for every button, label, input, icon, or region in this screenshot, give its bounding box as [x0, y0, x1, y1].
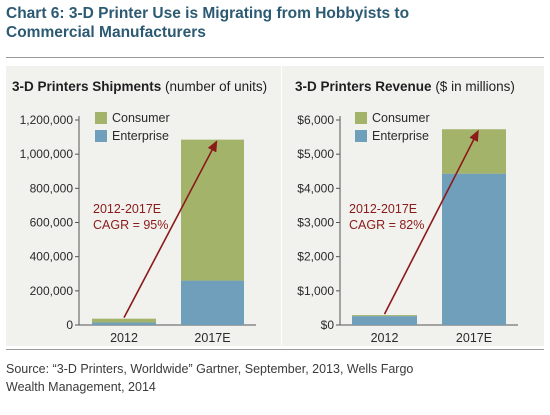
right-panel-title-unit: ($ in millions) [431, 79, 515, 94]
revenue-bar-consumer-2012 [352, 315, 417, 317]
shipments-bar-consumer-2017e [181, 139, 244, 281]
left-panel-title-main: 3-D Printers Shipments [12, 79, 162, 94]
chart-title: Chart 6: 3-D Printer Use is Migrating fr… [6, 4, 526, 42]
bottom-divider [6, 349, 544, 350]
shipments-legend-label-enterprise: Enterprise [112, 129, 169, 143]
source-line-1: Source: “3-D Printers, Worldwide” Gartne… [6, 362, 414, 376]
revenue-ytick-label: $6,000 [297, 113, 334, 127]
revenue-annotation-cagr: CAGR = 82% [349, 218, 424, 232]
shipments-ytick-label: 800,000 [30, 181, 74, 195]
shipments-ytick-label: 0 [66, 318, 73, 332]
left-panel-title-unit: (number of units) [161, 79, 268, 94]
shipments-xtick-label-2012: 2012 [110, 331, 138, 345]
revenue-ytick-label: $5,000 [297, 147, 334, 161]
top-divider [6, 57, 544, 58]
revenue-ytick-label: $1,000 [297, 284, 334, 298]
shipments-bar-consumer-2012 [92, 318, 156, 323]
shipments-annotation-period: 2012-2017E [93, 202, 161, 216]
revenue-bar-enterprise-2012 [352, 316, 417, 325]
revenue-ytick-label: $0 [321, 318, 335, 332]
shipments-legend-swatch-enterprise [95, 130, 107, 142]
revenue-bar-consumer-2017e [442, 129, 506, 174]
revenue-legend-label-consumer: Consumer [372, 111, 430, 125]
chart-title-line-1: Chart 6: 3-D Printer Use is Migrating fr… [6, 5, 410, 22]
revenue-legend-swatch-consumer [355, 112, 367, 124]
shipments-legend-label-consumer: Consumer [112, 111, 170, 125]
shipments-bar-enterprise-2012 [92, 322, 156, 325]
revenue-ytick-label: $4,000 [297, 181, 334, 195]
revenue-annotation-period: 2012-2017E [349, 202, 417, 216]
revenue-growth-arrow [383, 129, 479, 315]
left-panel-title: 3-D Printers Shipments (number of units) [12, 79, 267, 94]
shipments-ytick-label: 600,000 [30, 216, 74, 230]
revenue-legend-label-enterprise: Enterprise [372, 129, 429, 143]
shipments-ytick-label: 1,200,000 [20, 113, 74, 127]
right-panel-title-main: 3-D Printers Revenue [295, 79, 432, 94]
right-panel-title: 3-D Printers Revenue ($ in millions) [295, 79, 515, 94]
revenue-ytick-label: $2,000 [297, 250, 334, 264]
shipments-ytick-label: 1,000,000 [20, 147, 74, 161]
revenue-xtick-label-2017e: 2017E [456, 331, 492, 345]
shipments-bar-enterprise-2017e [181, 280, 244, 325]
source-line-2: Wealth Management, 2014 [6, 380, 156, 394]
revenue-ytick-label: $3,000 [297, 216, 334, 230]
revenue-legend-swatch-enterprise [355, 130, 367, 142]
shipments-annotation-cagr: CAGR = 95% [93, 218, 168, 232]
shipments-ytick-label: 200,000 [30, 284, 74, 298]
shipments-legend-swatch-consumer [95, 112, 107, 124]
shipments-growth-arrow [123, 140, 218, 319]
revenue-bar-enterprise-2017e [442, 173, 506, 325]
shipments-xtick-label-2017e: 2017E [194, 331, 230, 345]
chart-title-line-2: Commercial Manufacturers [6, 24, 206, 41]
revenue-xtick-label-2012: 2012 [371, 331, 399, 345]
source-note: Source: “3-D Printers, Worldwide” Gartne… [6, 360, 546, 396]
shipments-ytick-label: 400,000 [30, 250, 74, 264]
